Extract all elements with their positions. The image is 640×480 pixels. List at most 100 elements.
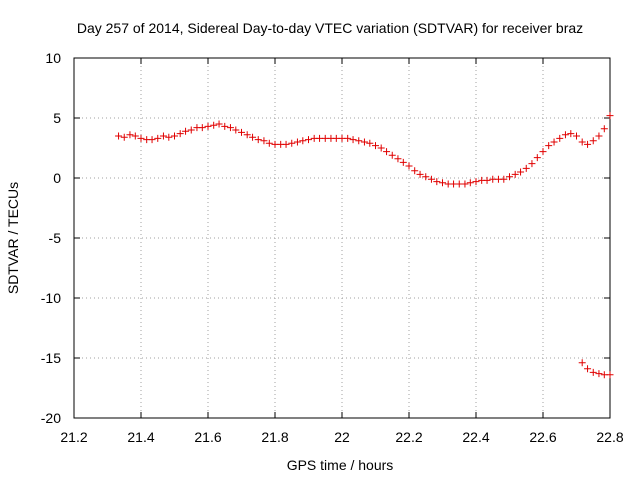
data-point (433, 178, 441, 186)
data-point (221, 122, 229, 130)
data-point (171, 132, 178, 140)
data-point (606, 112, 614, 120)
y-tick-label: 0 (53, 170, 61, 186)
data-point (500, 175, 508, 183)
data-point (360, 138, 368, 146)
axis-ticks (73, 57, 611, 419)
data-point (265, 139, 273, 147)
y-tick-label: -15 (41, 350, 61, 366)
data-point (411, 167, 419, 175)
data-point (399, 158, 407, 166)
data-point (238, 128, 245, 136)
data-point (344, 134, 352, 142)
y-tick-label: 5 (53, 110, 61, 126)
data-point (293, 138, 301, 146)
data-point (372, 142, 379, 150)
data-point (517, 168, 525, 176)
x-tick-label: 21.6 (194, 429, 221, 445)
data-point (159, 132, 167, 140)
data-point (522, 164, 530, 172)
data-point (226, 124, 234, 132)
data-point (349, 136, 357, 144)
data-point (545, 142, 553, 150)
data-point (595, 370, 603, 378)
data-point (567, 130, 575, 138)
data-point (176, 130, 184, 138)
data-point (243, 131, 251, 139)
y-tick-labels: 10 5 0 -5 -10 -15 -20 (41, 50, 61, 426)
data-point (416, 170, 424, 178)
x-axis-label: GPS time / hours (287, 457, 394, 473)
x-tick-label: 21.4 (127, 429, 154, 445)
data-point (260, 137, 268, 145)
data-point (366, 139, 374, 147)
data-point (187, 126, 195, 134)
data-points (115, 112, 614, 379)
data-point (254, 136, 262, 144)
data-point (210, 121, 218, 129)
data-point (561, 131, 569, 139)
data-point (305, 136, 312, 144)
y-tick-label: -10 (41, 290, 61, 306)
data-point (528, 160, 536, 168)
chart-title: Day 257 of 2014, Sidereal Day-to-day VTE… (77, 20, 583, 36)
data-point (506, 173, 513, 181)
grid (74, 58, 610, 418)
data-point (422, 173, 430, 181)
data-point (120, 133, 128, 141)
data-point (539, 148, 547, 156)
series-2 (578, 359, 614, 379)
data-point (204, 122, 212, 130)
data-point (115, 132, 123, 140)
data-point (606, 371, 614, 379)
data-point (126, 131, 134, 139)
data-point (405, 162, 413, 170)
y-axis-label: SDTVAR / TECUs (5, 182, 21, 294)
x-tick-labels: 21.2 21.4 21.6 21.8 22 22.2 22.4 22.6 22.8 (60, 429, 623, 445)
data-point (427, 175, 435, 183)
data-point (148, 136, 156, 144)
x-tick-label: 22.4 (462, 429, 489, 445)
data-point (573, 132, 580, 140)
x-tick-label: 22 (334, 429, 350, 445)
data-point (550, 138, 558, 146)
y-tick-label: -5 (49, 230, 62, 246)
data-point (388, 151, 396, 159)
data-point (584, 140, 592, 148)
data-point (299, 137, 307, 145)
y-tick-label: -20 (41, 410, 61, 426)
data-point (131, 132, 139, 140)
data-point (595, 132, 603, 140)
x-tick-label: 22.2 (395, 429, 422, 445)
data-point (249, 133, 257, 141)
data-point (461, 180, 469, 188)
data-point (182, 127, 190, 135)
data-point (355, 137, 363, 145)
data-point (584, 365, 592, 373)
data-point (288, 139, 296, 147)
data-point (466, 179, 474, 187)
data-point (282, 140, 290, 148)
data-point (383, 148, 391, 156)
data-point (589, 137, 597, 145)
data-point (472, 178, 480, 186)
data-point (511, 170, 519, 178)
data-point (394, 155, 402, 163)
data-point (589, 368, 597, 376)
x-tick-label: 22.6 (529, 429, 556, 445)
y-tick-label: 10 (45, 50, 61, 66)
data-point (578, 359, 586, 367)
data-point (232, 126, 240, 134)
x-tick-label: 21.8 (261, 429, 288, 445)
data-point (137, 134, 145, 142)
data-point (198, 124, 206, 132)
data-point (533, 154, 541, 162)
series-1 (115, 112, 614, 188)
data-point (578, 138, 586, 146)
data-point (377, 144, 385, 152)
x-tick-label: 21.2 (60, 429, 87, 445)
data-point (165, 133, 173, 141)
data-point (215, 120, 223, 128)
